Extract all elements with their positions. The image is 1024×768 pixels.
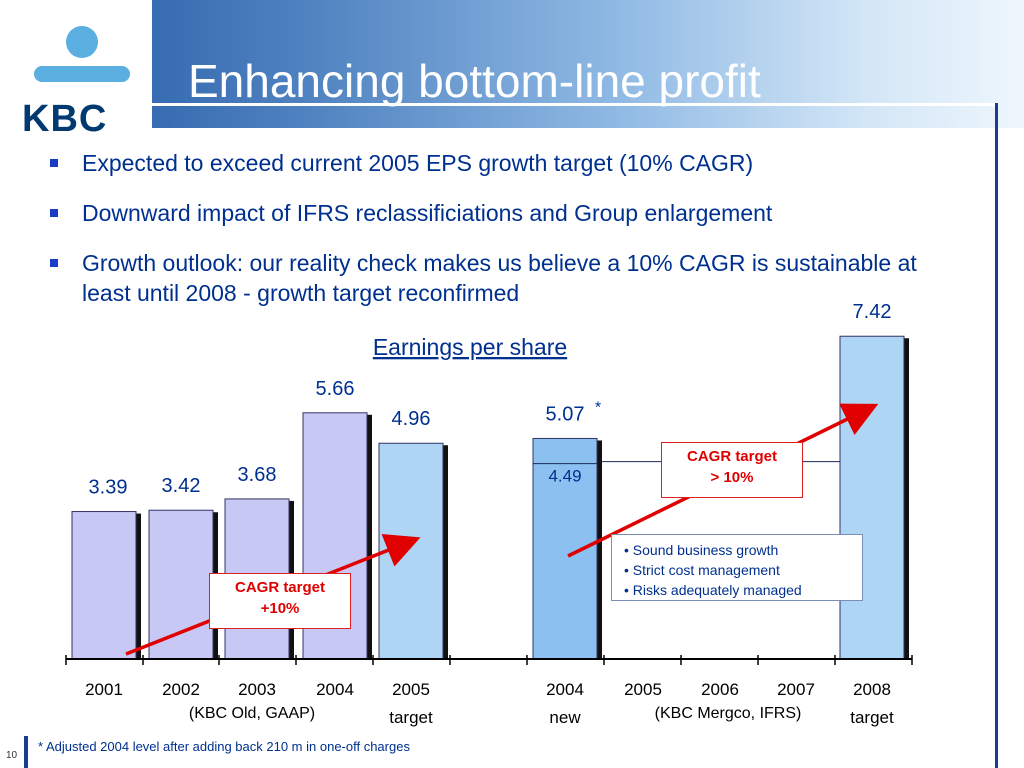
group-label: (KBC Mergco, IFRS) xyxy=(655,705,802,722)
cagr-right-line1: CAGR target xyxy=(686,448,777,465)
x-tick-label: 2001 xyxy=(85,680,123,699)
x-tick-label: 2006 xyxy=(701,680,739,699)
note-item: • Sound business growth xyxy=(624,542,779,558)
bar-value-label: 3.42 xyxy=(162,475,201,497)
bar-value-label: 5.66 xyxy=(316,378,355,400)
logo-text: KBC xyxy=(22,98,108,140)
bullet-text: Downward impact of IFRS reclassificiatio… xyxy=(82,200,773,226)
footnote: * Adjusted 2004 level after adding back … xyxy=(38,739,410,754)
bar-value-label: 3.68 xyxy=(238,464,277,486)
bullet-item: Expected to exceed current 2005 EPS grow… xyxy=(48,148,948,178)
x-tick-sublabel: target xyxy=(850,708,894,727)
bar-value-mark: * xyxy=(595,399,601,416)
x-tick-label: 2005 xyxy=(624,680,662,699)
x-tick-sublabel: new xyxy=(549,708,581,727)
x-tick-label: 2005 xyxy=(392,680,430,699)
cagr-right-line2: > 10% xyxy=(710,469,754,486)
page-number: 10 xyxy=(6,750,18,761)
bullet-text: Growth outlook: our reality check makes … xyxy=(82,250,917,306)
square-bullet-icon xyxy=(50,209,58,217)
x-tick-label: 2004 xyxy=(316,680,354,699)
bullet-list: Expected to exceed current 2005 EPS grow… xyxy=(48,148,948,328)
kbc-figure-icon xyxy=(34,26,130,82)
frame-right-edge xyxy=(995,103,998,768)
note-item: • Strict cost management xyxy=(624,562,780,578)
chart-title: Earnings per share xyxy=(373,334,567,360)
bullet-item: Growth outlook: our reality check makes … xyxy=(48,248,962,308)
x-tick-label: 2007 xyxy=(777,680,815,699)
bullet-text: Expected to exceed current 2005 EPS grow… xyxy=(82,150,754,176)
kbc-logo: KBC xyxy=(0,0,152,140)
cagr-target-left-box: CAGR target +10% xyxy=(209,573,351,629)
bar-value-label: 4.96 xyxy=(392,408,431,430)
title-underline xyxy=(152,103,998,106)
bar-inner-label: 4.49 xyxy=(548,467,581,486)
cagr-target-right-box: CAGR target > 10% xyxy=(661,442,803,498)
group-label: (KBC Old, GAAP) xyxy=(189,705,315,722)
bar xyxy=(148,509,214,660)
frame-left-edge xyxy=(24,736,28,768)
note-item: • Risks adequately managed xyxy=(624,582,802,598)
x-tick-label: 2002 xyxy=(162,680,200,699)
page-title: Enhancing bottom-line profit xyxy=(188,55,761,107)
bar xyxy=(839,335,905,660)
x-tick-label: 2003 xyxy=(238,680,276,699)
bar-value-label: 7.42 xyxy=(853,301,892,323)
x-tick-label: 2004 xyxy=(546,680,584,699)
bullet-item: Downward impact of IFRS reclassificiatio… xyxy=(48,198,948,228)
square-bullet-icon xyxy=(50,259,58,267)
square-bullet-icon xyxy=(50,159,58,167)
bar-value-label: 5.07 xyxy=(546,403,585,425)
cagr-left-line1: CAGR target xyxy=(234,579,325,596)
x-tick-sublabel: target xyxy=(389,708,433,727)
bar-value-label: 3.39 xyxy=(89,477,128,499)
x-tick-label: 2008 xyxy=(853,680,891,699)
bar xyxy=(71,511,137,660)
header-band xyxy=(0,0,1024,128)
cagr-left-line2: +10% xyxy=(260,600,300,617)
notes-box: • Sound business growth • Strict cost ma… xyxy=(611,534,863,601)
